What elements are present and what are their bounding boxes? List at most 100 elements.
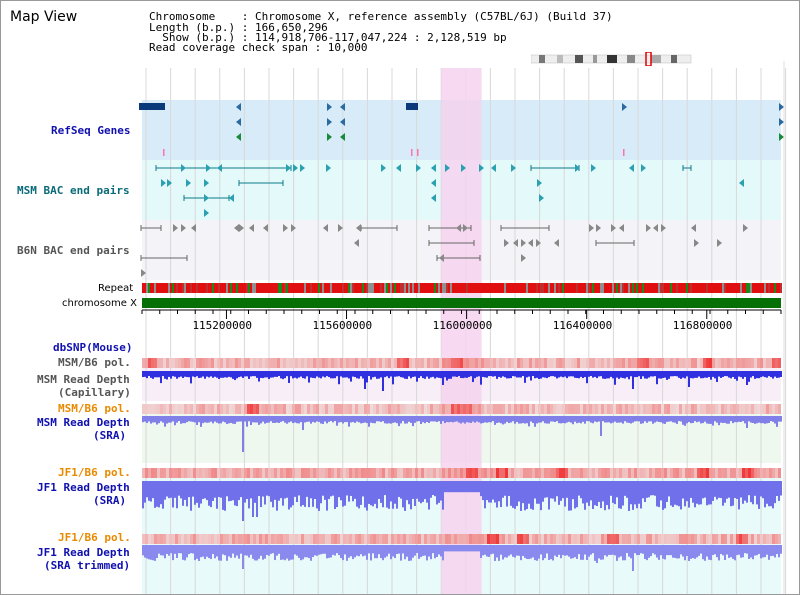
jf1-b6-pol2-cell — [181, 534, 184, 544]
jf1-b6-pol-cell — [532, 468, 535, 478]
jf1-sra-depth-bar — [688, 481, 690, 508]
jf1-trim-depth-bar — [628, 545, 630, 557]
msm-sra-depth-bar — [498, 416, 500, 423]
jf1-sra-depth-bar — [372, 481, 374, 507]
track-label-msm-depth-cap-1[interactable]: MSM Read Depth — [37, 373, 130, 386]
repeat-segment — [160, 283, 162, 293]
jf1-sra-depth-bar — [768, 481, 770, 507]
msm-sra-depth-bar — [404, 416, 406, 424]
jf1-trim-depth-bar — [524, 545, 526, 558]
msm-sra-depth-bar — [706, 416, 708, 424]
msm-sra-depth-bar — [398, 416, 400, 427]
msm-cap-depth-bar — [586, 371, 588, 384]
msm-sra-depth-bar — [308, 416, 310, 422]
repeat-segment — [708, 283, 710, 293]
msm-sra-depth-bar — [410, 416, 412, 423]
jf1-b6-pol2-cell — [328, 534, 331, 544]
repeat-segment — [512, 283, 514, 293]
jf1-sra-depth-bar — [446, 481, 448, 493]
msm-sra-depth-bar — [726, 416, 728, 424]
repeat-segment — [306, 283, 308, 293]
jf1-trim-depth-bar — [600, 545, 602, 560]
repeat-segment — [482, 283, 484, 293]
msm-sra-depth-bar — [260, 416, 262, 424]
track-label-jf1-depth-sra-1[interactable]: JF1 Read Depth — [37, 481, 130, 494]
msm-b6-pol2-cell — [754, 404, 757, 414]
track-label-msm-bac[interactable]: MSM BAC end pairs — [17, 184, 130, 197]
msm-cap-depth-bar — [652, 371, 654, 377]
jf1-sra-depth-bar — [418, 481, 420, 502]
jf1-b6-pol2-cell — [490, 534, 493, 544]
repeat-segment — [452, 283, 454, 293]
track-label-dbsnp[interactable]: dbSNP(Mouse) — [53, 341, 133, 354]
msm-b6-pol-cell — [646, 358, 649, 368]
track-label-jf1-depth-trim-1[interactable]: JF1 Read Depth — [37, 546, 130, 559]
jf1-b6-pol2-cell — [241, 534, 244, 544]
jf1-trim-depth-bar — [560, 545, 562, 559]
msm-b6-pol2-cell — [364, 404, 367, 414]
jf1-b6-pol2-cell — [496, 534, 499, 544]
repeat-segment — [496, 283, 498, 293]
b6n-end-marker — [521, 239, 526, 247]
b6n-end-marker — [263, 224, 268, 232]
msm-sra-depth-bar — [368, 416, 370, 427]
jf1-b6-pol-cell — [565, 468, 568, 478]
jf1-b6-pol-cell — [529, 468, 532, 478]
msm-cap-depth-bar — [448, 371, 450, 379]
msm-sra-depth-bar — [598, 416, 600, 422]
repeat-segment — [302, 283, 304, 293]
jf1-sra-depth-bar — [694, 481, 696, 508]
msm-sra-depth-bar — [470, 416, 472, 423]
chromosome-ideogram[interactable] — [531, 52, 699, 66]
track-label-msm-b6-pol-2[interactable]: MSM/B6 pol. — [58, 402, 131, 415]
track-label-refseq-genes[interactable]: RefSeq Genes — [51, 124, 131, 137]
jf1-b6-pol2-cell — [286, 534, 289, 544]
track-label-jf1-b6-pol[interactable]: JF1/B6 pol. — [58, 466, 131, 479]
jf1-b6-pol-cell — [700, 468, 703, 478]
msm-b6-pol-cell — [406, 358, 409, 368]
msm-sra-depth-bar — [594, 416, 596, 422]
msm-sra-depth-bar — [416, 416, 418, 422]
msm-sra-depth-bar — [146, 416, 148, 423]
jf1-trim-depth-bar — [350, 545, 352, 557]
jf1-trim-depth-bar — [464, 545, 466, 552]
jf1-b6-pol2-cell — [262, 534, 265, 544]
jf1-sra-depth-bar — [592, 481, 594, 509]
msm-sra-depth-bar — [276, 416, 278, 423]
msm-b6-pol-cell — [490, 358, 493, 368]
jf1-b6-pol2-cell — [244, 534, 247, 544]
jf1-b6-pol-cell — [748, 468, 751, 478]
msm-cap-depth-bar — [372, 371, 374, 378]
msm-cap-depth-bar — [494, 371, 496, 377]
b6n-end-marker — [596, 224, 601, 232]
jf1-b6-pol2-cell — [250, 534, 253, 544]
track-label-b6n-bac[interactable]: B6N BAC end pairs — [17, 244, 130, 257]
jf1-sra-depth-bar — [232, 481, 234, 501]
msm-sra-depth-bar — [346, 416, 348, 423]
track-label-msm-depth-sra-1[interactable]: MSM Read Depth — [37, 416, 130, 429]
repeat-segment — [146, 283, 148, 293]
track-label-jf1-b6-pol-2[interactable]: JF1/B6 pol. — [58, 531, 131, 544]
msm-b6-pol2-cell — [298, 404, 301, 414]
msm-b6-pol-cell — [556, 358, 559, 368]
msm-cap-depth-bar — [328, 371, 330, 378]
jf1-sra-depth-bar — [620, 481, 622, 509]
track-label-msm-depth-cap-2: (Capillary) — [58, 386, 131, 399]
jf1-b6-pol-cell — [682, 468, 685, 478]
jf1-b6-pol2-cell — [214, 534, 217, 544]
msm-cap-depth-bar — [610, 371, 612, 377]
msm-cap-depth-bar — [146, 371, 148, 379]
msm-cap-depth-bar — [232, 371, 234, 379]
msm-sra-depth-bar — [208, 416, 210, 423]
msm-b6-pol2-cell — [385, 404, 388, 414]
jf1-b6-pol2-cell — [334, 534, 337, 544]
repeat-segment — [332, 283, 334, 293]
track-label-msm-b6-pol[interactable]: MSM/B6 pol. — [58, 356, 131, 369]
jf1-b6-pol-cell — [304, 468, 307, 478]
msm-sra-depth-bar — [352, 416, 354, 423]
jf1-sra-depth-bar — [444, 481, 446, 493]
jf1-trim-depth-bar — [714, 545, 716, 555]
jf1-b6-pol2-cell — [676, 534, 679, 544]
repeat-segment — [152, 283, 154, 293]
